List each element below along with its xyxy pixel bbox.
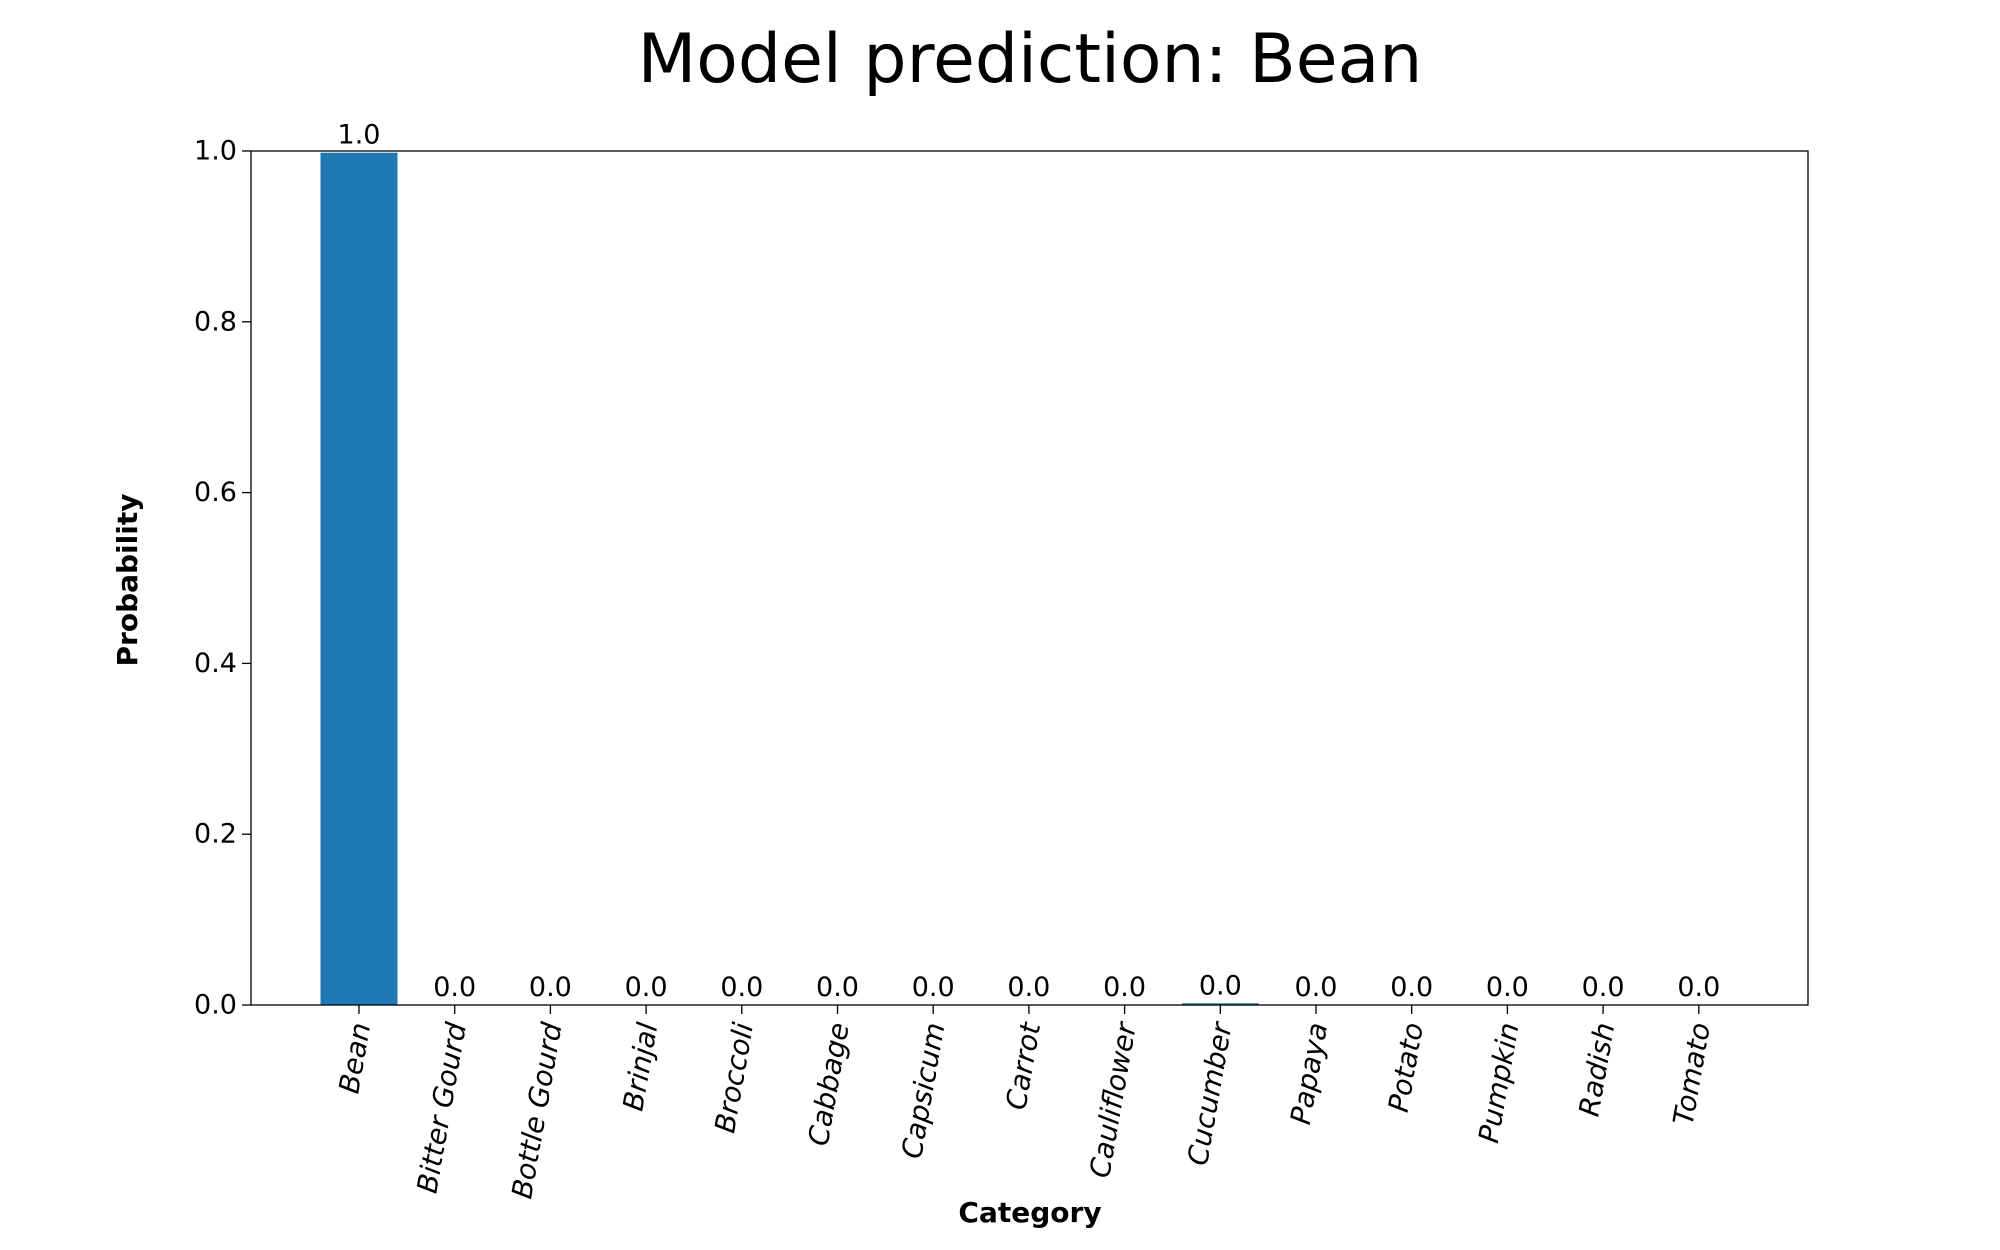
bars-layer [320, 152, 1259, 1005]
x-tick-label: Cauliflower [1083, 1019, 1143, 1181]
x-tick-label: Bean [332, 1020, 377, 1096]
x-tick-label: Potato [1382, 1020, 1430, 1115]
y-tick-label: 0.6 [194, 477, 237, 508]
y-tick-label: 1.0 [194, 136, 237, 167]
y-axis-label: Probability [111, 494, 144, 667]
x-tick-label: Carrot [999, 1019, 1047, 1112]
value-label-carrot: 0.0 [1007, 972, 1050, 1003]
y-tick-label: 0.4 [194, 648, 237, 679]
value-label-tomato: 0.0 [1677, 972, 1720, 1003]
x-tick-label: Cabbage [802, 1020, 856, 1148]
bar-cucumber [1181, 1003, 1259, 1005]
y-ticks-layer: 0.0 0.2 0.4 0.6 0.8 1.0 [194, 136, 251, 1021]
x-axis-label: Category [958, 1196, 1101, 1229]
x-tick-label: Tomato [1667, 1020, 1717, 1127]
value-label-papaya: 0.0 [1295, 972, 1338, 1003]
y-tick-label: 0.2 [194, 819, 237, 850]
value-label-pumpkin: 0.0 [1486, 972, 1529, 1003]
x-tick-label: Broccoli [708, 1020, 760, 1136]
value-label-bottle-gourd: 0.0 [529, 972, 572, 1003]
y-tick-label: 0.8 [194, 306, 237, 337]
value-labels-layer: 1.0 0.0 0.0 0.0 0.0 0.0 0.0 0.0 0.0 0.0 0.0 0.0 0.0 0… [338, 120, 1721, 1003]
x-ticks-layer: Bean Bitter Gourd Bottle Gourd Brinjal Brocc… [332, 1005, 1717, 1201]
value-label-potato: 0.0 [1390, 972, 1433, 1003]
x-tick-label: Capsicum [895, 1020, 951, 1161]
chart-title: Model prediction: Bean [638, 20, 1423, 99]
x-tick-label: Papaya [1284, 1020, 1334, 1127]
x-tick-label: Bottle Gourd [505, 1020, 568, 1201]
value-label-bitter-gourd: 0.0 [433, 972, 476, 1003]
value-label-capsicum: 0.0 [912, 972, 955, 1003]
value-label-broccoli: 0.0 [720, 972, 763, 1003]
plot-area-frame [250, 150, 1809, 1006]
value-label-bean: 1.0 [338, 120, 381, 151]
x-tick-label: Radish [1572, 1020, 1621, 1119]
bar-bean [320, 152, 398, 1005]
value-label-cauliflower: 0.0 [1103, 972, 1146, 1003]
x-tick-label: Brinjal [616, 1020, 664, 1114]
x-tick-label: Pumpkin [1472, 1020, 1526, 1145]
value-label-brinjal: 0.0 [625, 972, 668, 1003]
y-tick-label: 0.0 [194, 990, 237, 1021]
value-label-cabbage: 0.0 [816, 972, 859, 1003]
value-label-cucumber: 0.0 [1199, 970, 1242, 1001]
value-label-radish: 0.0 [1582, 972, 1625, 1003]
x-tick-label: Bitter Gourd [411, 1020, 473, 1196]
x-tick-label: Cucumber [1181, 1019, 1239, 1168]
